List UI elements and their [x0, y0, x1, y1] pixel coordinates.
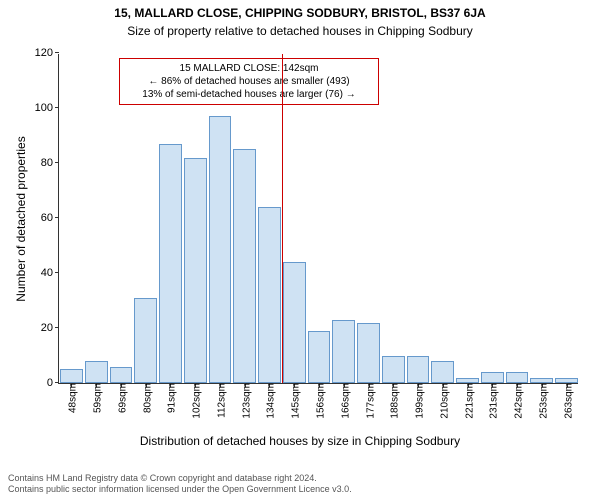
- histogram-bar: [382, 356, 405, 384]
- x-tick-label: 80sqm: [138, 383, 153, 413]
- chart-subtitle: Size of property relative to detached ho…: [0, 24, 600, 38]
- y-tick-label: 100: [35, 102, 59, 114]
- y-axis-label: Number of detached properties: [14, 54, 28, 384]
- histogram-bar: [209, 116, 232, 383]
- y-tick-mark: [55, 327, 59, 328]
- y-tick-label: 40: [41, 267, 59, 279]
- x-tick-label: 188sqm: [386, 383, 401, 419]
- x-tick-label: 156sqm: [312, 383, 327, 419]
- histogram-bar: [481, 372, 504, 383]
- x-tick-label: 145sqm: [287, 383, 302, 419]
- y-tick-mark: [55, 162, 59, 163]
- x-tick-label: 112sqm: [212, 383, 227, 418]
- x-tick-label: 177sqm: [361, 383, 376, 419]
- x-tick-label: 69sqm: [113, 383, 128, 413]
- x-tick-label: 48sqm: [64, 383, 79, 413]
- histogram-bar: [357, 323, 380, 384]
- footer-line-1: Contains HM Land Registry data © Crown c…: [8, 473, 352, 485]
- x-tick-label: 210sqm: [435, 383, 450, 419]
- plot-area: 15 MALLARD CLOSE: 142sqm ← 86% of detach…: [58, 54, 578, 384]
- histogram-bar: [159, 144, 182, 383]
- x-tick-label: 123sqm: [237, 383, 252, 419]
- x-tick-label: 134sqm: [262, 383, 277, 419]
- footer-attribution: Contains HM Land Registry data © Crown c…: [8, 473, 352, 496]
- x-tick-label: 253sqm: [534, 383, 549, 419]
- histogram-bar: [134, 298, 157, 383]
- chart-title: 15, MALLARD CLOSE, CHIPPING SODBURY, BRI…: [0, 6, 600, 20]
- x-tick-label: 91sqm: [163, 383, 178, 413]
- histogram-bar: [308, 331, 331, 383]
- y-tick-mark: [55, 217, 59, 218]
- histogram-bar: [407, 356, 430, 384]
- histogram-bar: [184, 158, 207, 384]
- annotation-box: 15 MALLARD CLOSE: 142sqm ← 86% of detach…: [119, 58, 379, 105]
- x-tick-label: 166sqm: [336, 383, 351, 419]
- annot-line-2: ← 86% of detached houses are smaller (49…: [126, 75, 372, 88]
- y-tick-mark: [55, 272, 59, 273]
- y-tick-label: 60: [41, 212, 59, 224]
- x-tick-label: 102sqm: [188, 383, 203, 419]
- histogram-bar: [85, 361, 108, 383]
- histogram-bar: [233, 149, 256, 383]
- annot-line-3: 13% of semi-detached houses are larger (…: [126, 88, 372, 101]
- annot-line-1: 15 MALLARD CLOSE: 142sqm: [126, 62, 372, 75]
- y-tick-label: 0: [47, 377, 59, 389]
- x-tick-label: 221sqm: [460, 383, 475, 419]
- y-tick-label: 120: [35, 47, 59, 59]
- x-tick-label: 199sqm: [411, 383, 426, 419]
- y-tick-mark: [55, 107, 59, 108]
- x-tick-label: 231sqm: [485, 383, 500, 419]
- histogram-bar: [506, 372, 529, 383]
- footer-line-2: Contains public sector information licen…: [8, 484, 352, 496]
- y-tick-mark: [55, 52, 59, 53]
- histogram-bar: [431, 361, 454, 383]
- x-axis-label: Distribution of detached houses by size …: [0, 434, 600, 448]
- histogram-bar: [110, 367, 133, 384]
- histogram-bar: [332, 320, 355, 383]
- histogram-bar: [258, 207, 281, 383]
- x-tick-label: 59sqm: [89, 383, 104, 413]
- histogram-bar: [283, 262, 306, 383]
- x-tick-label: 242sqm: [510, 383, 525, 419]
- y-tick-label: 80: [41, 157, 59, 169]
- x-tick-label: 263sqm: [559, 383, 574, 419]
- y-tick-label: 20: [41, 322, 59, 334]
- histogram-bar: [60, 369, 83, 383]
- y-tick-mark: [55, 382, 59, 383]
